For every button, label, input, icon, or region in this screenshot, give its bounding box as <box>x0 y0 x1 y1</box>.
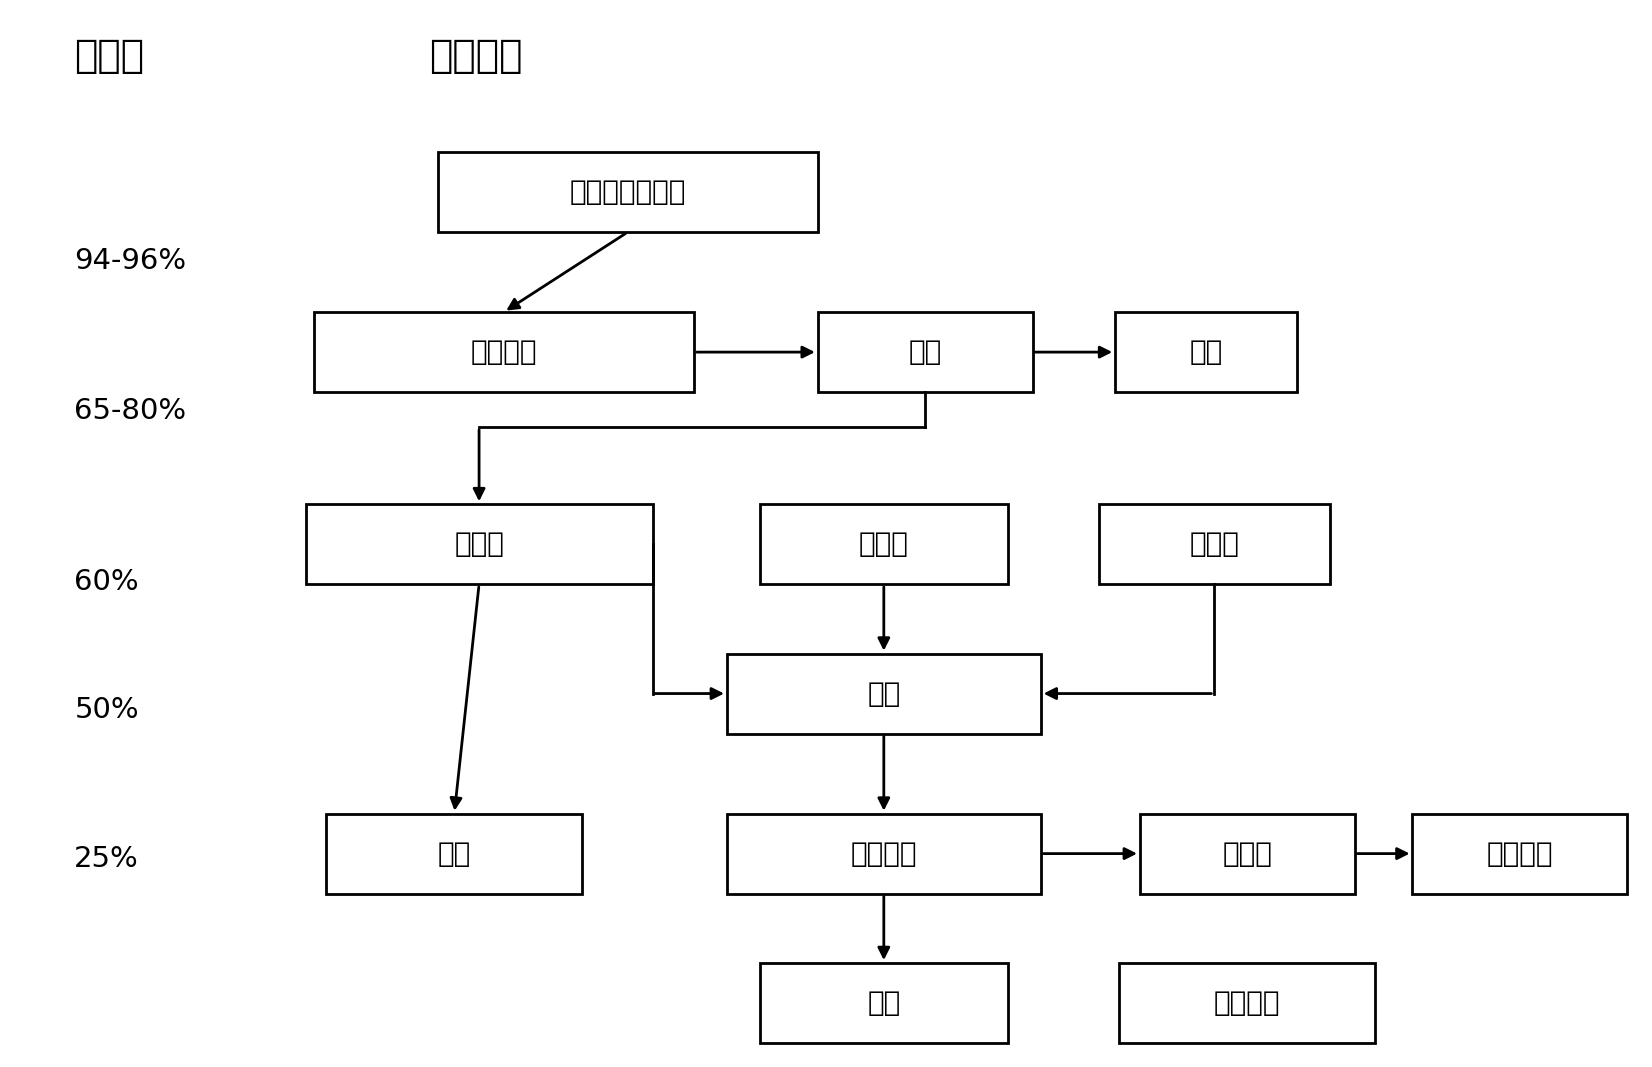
Bar <box>727 813 1041 893</box>
Bar <box>1140 813 1355 893</box>
Bar <box>760 505 1008 585</box>
Text: 机械脱水: 机械脱水 <box>471 338 537 366</box>
Bar <box>727 653 1041 734</box>
Text: 造粒: 造粒 <box>867 989 900 1017</box>
Text: 焚烧: 焚烧 <box>438 840 471 867</box>
Bar <box>438 152 818 233</box>
Text: 农业用途: 农业用途 <box>1214 989 1280 1017</box>
Bar <box>314 312 694 392</box>
Bar <box>1412 813 1627 893</box>
Bar <box>1120 962 1374 1044</box>
Text: 94-96%: 94-96% <box>74 248 187 275</box>
Bar <box>818 312 1032 392</box>
Text: 工艺流程: 工艺流程 <box>430 37 524 76</box>
Text: 回填料: 回填料 <box>859 530 909 558</box>
Text: 60%: 60% <box>74 568 139 595</box>
Text: 污水厂产生污泥: 污水厂产生污泥 <box>570 178 686 206</box>
Text: 储存: 储存 <box>909 338 942 366</box>
Text: 外运: 外运 <box>1189 338 1222 366</box>
Text: 含水率: 含水率 <box>74 37 144 76</box>
Bar <box>1099 505 1330 585</box>
Text: 25%: 25% <box>74 845 139 873</box>
Bar <box>306 505 653 585</box>
Text: 营养土: 营养土 <box>1222 840 1272 867</box>
Text: 65-80%: 65-80% <box>74 397 187 425</box>
Text: 粉煤灰: 粉煤灰 <box>1189 530 1239 558</box>
Bar <box>327 813 583 893</box>
Bar <box>760 962 1008 1044</box>
Text: 园林绿化: 园林绿化 <box>1487 840 1553 867</box>
Text: 50%: 50% <box>74 696 139 723</box>
Text: 预干化: 预干化 <box>454 530 504 558</box>
Text: 混合: 混合 <box>867 680 900 707</box>
Bar <box>1115 312 1297 392</box>
Text: 好氧发酵: 好氧发酵 <box>851 840 917 867</box>
